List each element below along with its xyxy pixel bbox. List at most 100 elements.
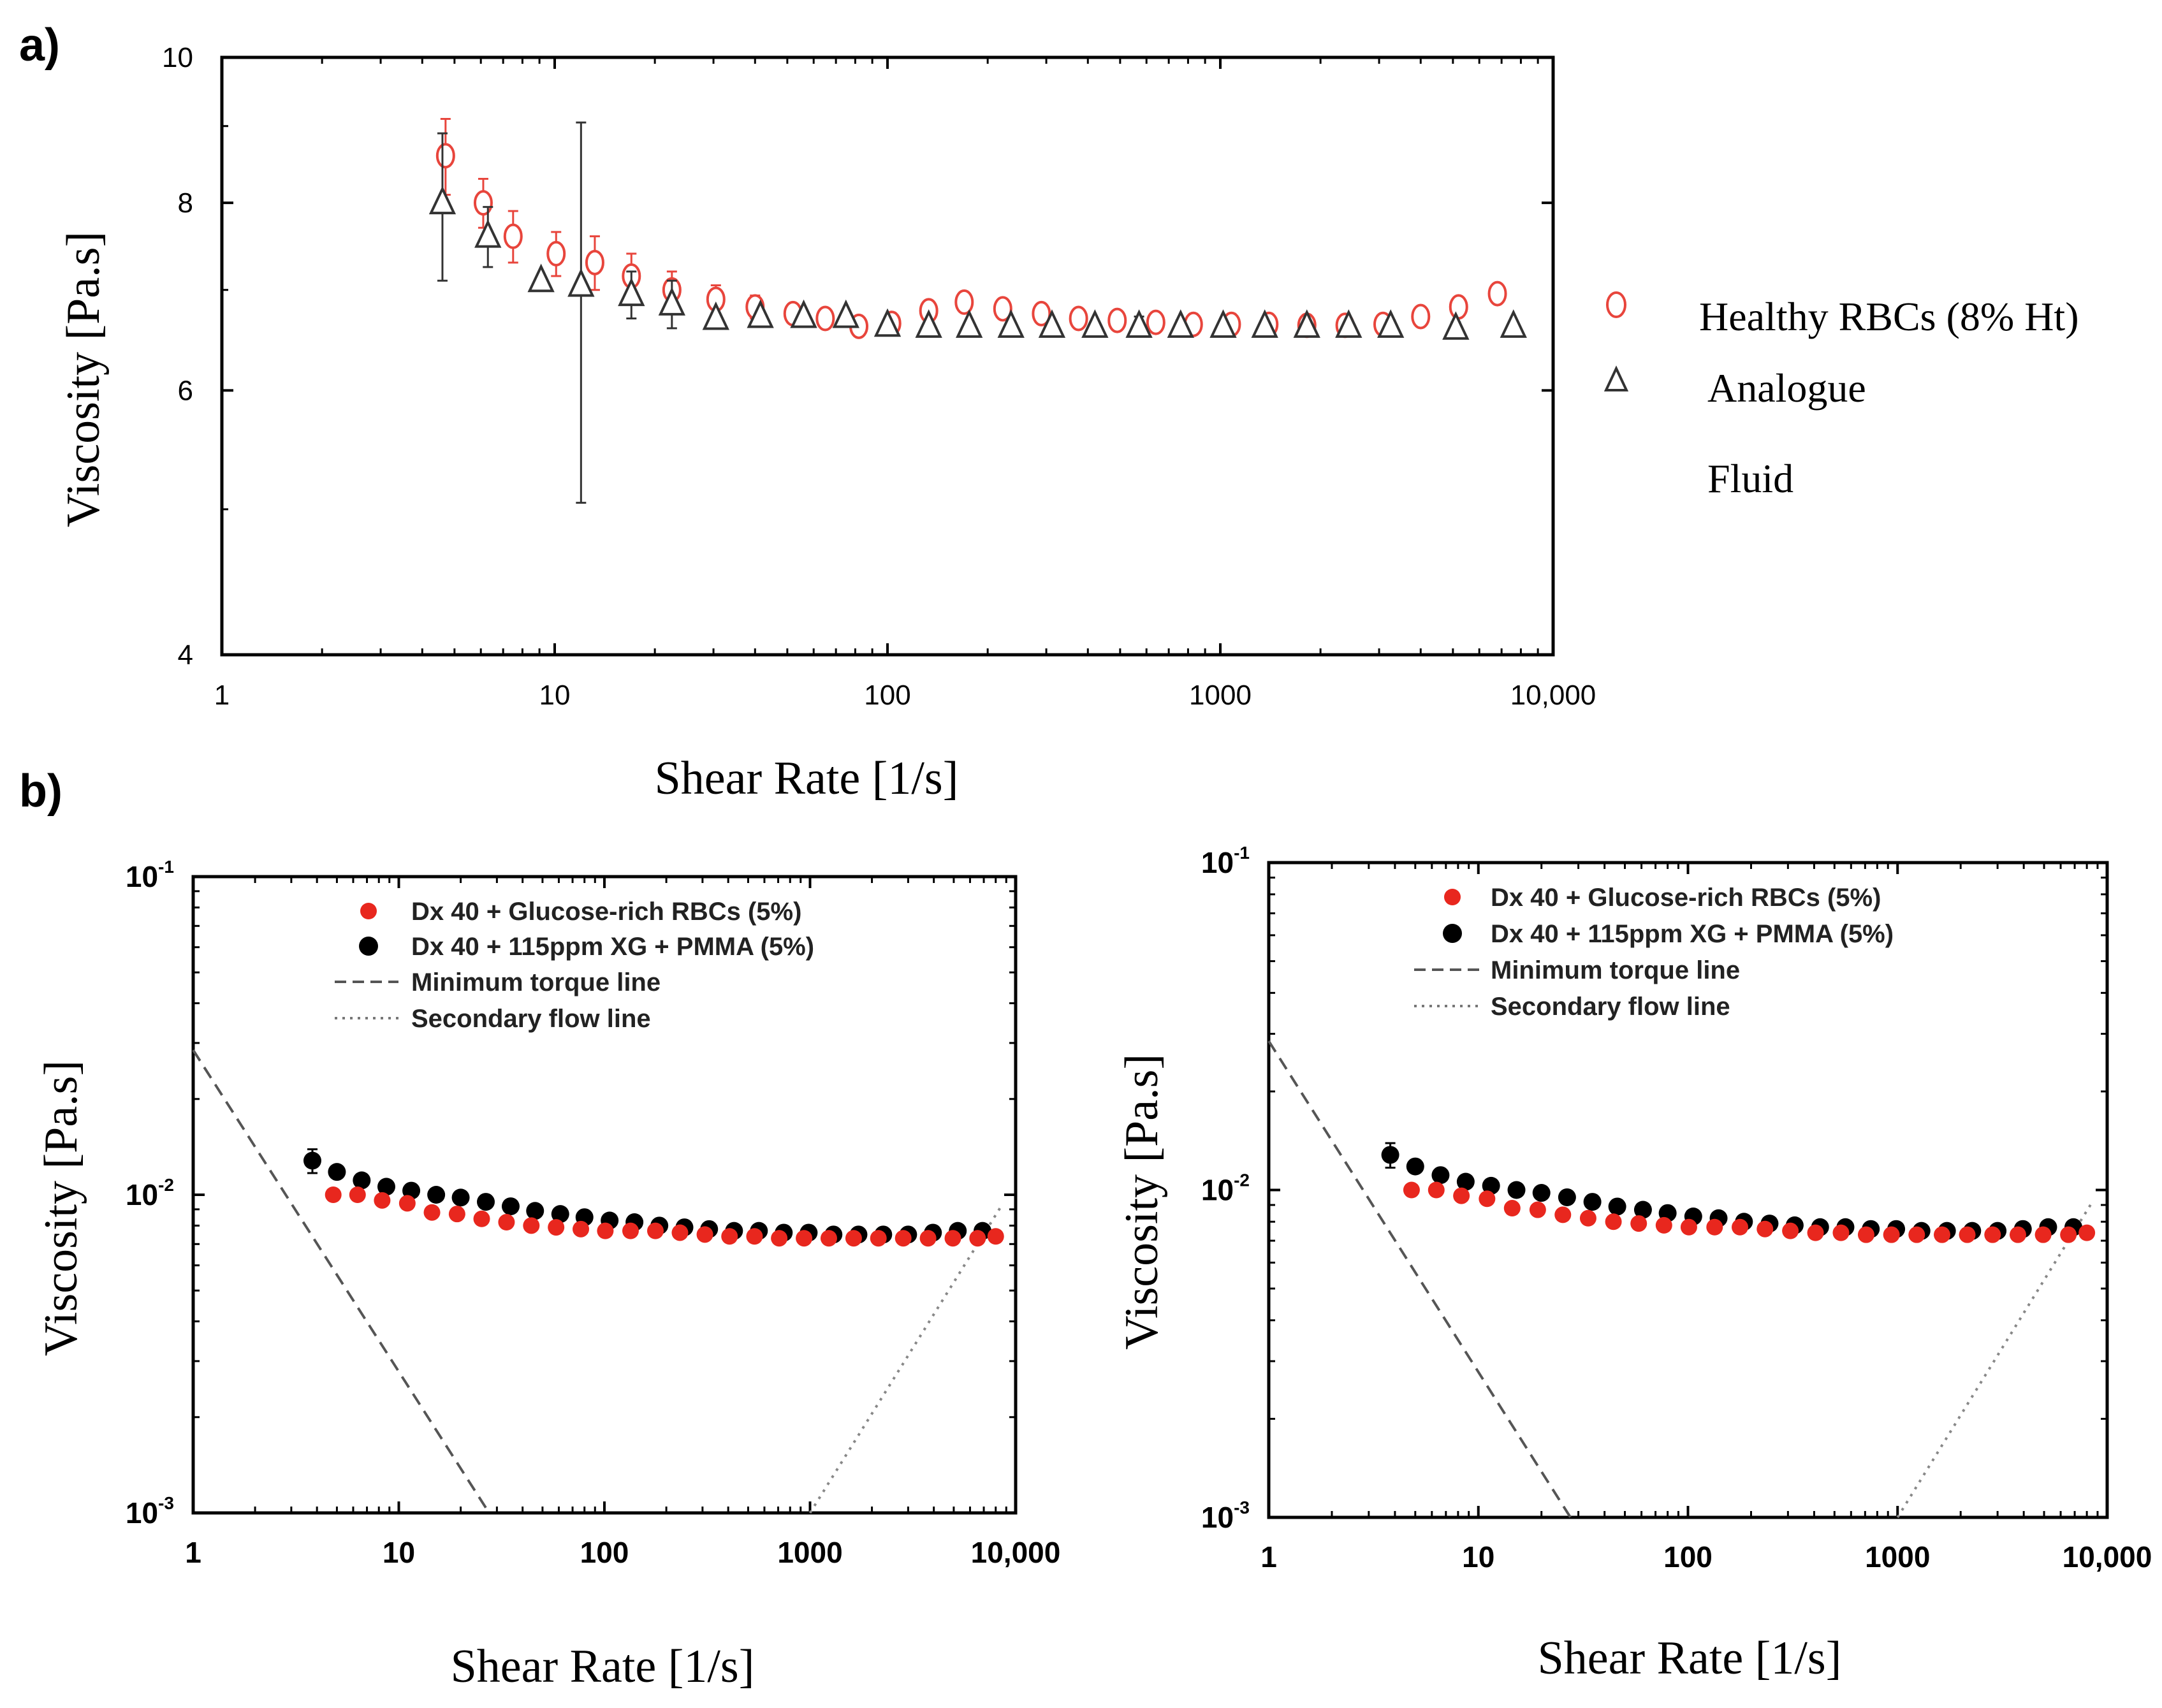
data-point-glucose-rbc [1403,1181,1420,1199]
y-tick-label: 10 [162,42,193,73]
data-point-analogue-fluid [1293,309,1320,338]
x-tick-label: 10,000 [971,1536,1061,1569]
data-point-glucose-rbc [2034,1226,2052,1243]
data-point-glucose-rbc [1529,1201,1546,1218]
data-point-analogue-fluid [790,299,817,328]
data-point-glucose-rbc [1630,1215,1647,1232]
x-tick-label: 10,000 [2063,1540,2152,1573]
chart-b-right-reference-lines [1267,1040,2094,1519]
data-point-glucose-rbc [1554,1206,1572,1223]
panel-label-a: a) [19,20,60,71]
data-point-healthy-rbc [815,305,835,332]
data-point-glucose-rbc [2060,1226,2077,1243]
data-point-healthy-rbc [1107,307,1127,333]
y-tick-label: 4 [178,639,193,671]
data-point-xg-pmma [353,1171,371,1190]
y-tick-label: 10-3 [1201,1498,1250,1534]
data-point-analogue-fluid [474,219,502,248]
data-point-analogue-fluid [618,277,645,307]
x-tick-label: 1 [1260,1540,1277,1573]
data-point-analogue-fluid [1377,309,1405,338]
data-point-glucose-rbc [845,1230,862,1247]
secondary-flow-line [808,1206,1002,1514]
legend-b-left-label-torque: Minimum torque line [411,968,661,996]
data-point-analogue-fluid [1167,309,1194,338]
legend-b-right-label-xg: Dx 40 + 115ppm XG + PMMA (5%) [1491,920,1894,948]
x-tick-label: 1 [214,680,230,711]
legend-b-left-marker-xg [359,937,378,956]
data-point-analogue-fluid [747,299,774,328]
data-point-analogue-fluid [915,309,942,338]
data-point-glucose-rbc [721,1228,738,1245]
data-point-analogue-fluid [955,309,983,338]
data-point-healthy-rbc [546,240,566,266]
data-point-glucose-rbc [498,1214,515,1231]
data-point-xg-pmma [501,1197,520,1216]
panel-label-b: b) [19,766,62,817]
legend-a-label-fluid: Fluid [1707,456,1793,501]
data-point-glucose-rbc [870,1230,887,1247]
data-point-analogue-fluid [1038,309,1066,338]
data-point-healthy-rbc [1411,303,1431,330]
data-point-glucose-rbc [1959,1226,1976,1243]
data-point-glucose-rbc [1680,1218,1697,1236]
legend-b-right-label-rbc: Dx 40 + Glucose-rich RBCs (5%) [1491,884,1881,912]
data-point-analogue-fluid [527,263,555,293]
data-point-analogue-fluid [1209,309,1237,338]
data-point-analogue-fluid [1500,309,1527,338]
data-point-analogue-fluid [658,287,685,316]
data-point-glucose-rbc [548,1219,565,1236]
data-point-analogue-fluid [997,309,1025,338]
data-point-glucose-rbc [325,1186,342,1203]
legend-a-label-analogue: Analogue [1707,365,1866,411]
legend-a-marker-healthy [1606,291,1626,318]
x-tick-label: 10 [1462,1540,1494,1573]
chart-b-right-x-axis-title: Shear Rate [1/s] [1538,1632,1842,1684]
data-point-xg-pmma [1507,1181,1526,1199]
y-tick-label: 10-2 [126,1175,174,1211]
x-tick-label: 1000 [777,1536,842,1569]
legend-b-left-marker-rbc [360,903,377,919]
legend-b-right-marker-rbc [1444,889,1461,905]
data-point-analogue-fluid [873,308,902,337]
legend-b-left-label-secondary: Secondary flow line [411,1005,651,1033]
data-point-glucose-rbc [1503,1200,1521,1217]
y-tick-label: 10-1 [126,857,174,893]
data-point-glucose-rbc [771,1230,788,1247]
x-tick-label: 1000 [1865,1540,1930,1573]
chart-b-left-x-tick-labels: 1 10 100 1000 10,000 [185,1536,1060,1569]
x-tick-label: 1000 [1189,680,1252,711]
data-point-glucose-rbc [423,1204,441,1221]
chart-b-left-reference-lines [192,1049,1002,1514]
data-point-healthy-rbc [435,143,455,169]
chart-b-right: 1 10 100 1000 10,000 10-3 10-2 10-1 Shear Rate… [1116,843,2152,1684]
data-point-healthy-rbc [1069,305,1088,332]
data-point-analogue-fluid [428,186,457,215]
data-point-healthy-rbc [503,223,523,249]
chart-a-legend: Healthy RBCs (8% Ht) Analogue Fluid [1603,291,2079,501]
chart-b-right-x-tick-labels: 1 10 100 1000 10,000 [1260,1540,2152,1573]
data-point-glucose-rbc [573,1220,590,1237]
x-tick-label: 1 [185,1536,201,1569]
data-point-analogue-fluid [1125,309,1153,338]
chart-a-marks [428,117,1527,504]
data-point-glucose-rbc [796,1230,813,1247]
data-point-glucose-rbc [523,1217,540,1234]
data-point-glucose-rbc [1706,1218,1723,1236]
data-point-glucose-rbc [374,1192,391,1209]
minimum-torque-line [192,1049,490,1514]
data-point-xg-pmma [1431,1166,1450,1185]
data-point-analogue-fluid [832,299,859,328]
data-point-glucose-rbc [597,1222,614,1239]
y-tick-label: 10-2 [1201,1171,1250,1207]
minimum-torque-line [1267,1040,1572,1519]
data-point-glucose-rbc [987,1228,1004,1245]
data-point-analogue-fluid [1251,309,1278,338]
data-point-glucose-rbc [448,1206,465,1223]
data-point-xg-pmma [328,1163,346,1181]
data-point-glucose-rbc [1428,1181,1445,1199]
x-tick-label: 100 [864,680,910,711]
legend-b-right-label-torque: Minimum torque line [1491,956,1740,984]
data-point-xg-pmma [1456,1172,1475,1191]
chart-a-y-tick-labels: 4 6 8 10 [162,42,193,671]
